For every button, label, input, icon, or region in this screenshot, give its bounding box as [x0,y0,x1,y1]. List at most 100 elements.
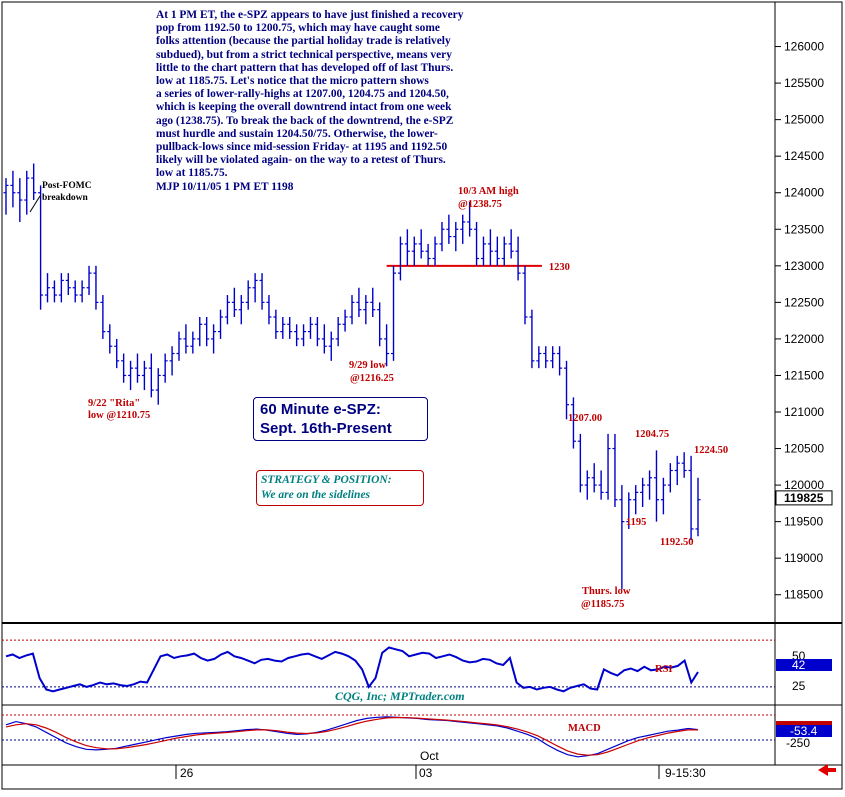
price-bar [681,452,687,478]
price-bar [204,316,210,347]
price-bar [259,273,265,310]
price-annotation: Thurs. low [582,586,631,597]
price-bar [619,485,625,590]
time-axis: 26 03 Oct 9-15:30 [175,749,836,780]
price-bar [273,309,279,339]
rsi-last-box [776,659,832,671]
price-axis-ticks: 126000 125500 125000 124500 124000 123500 1230… [775,40,833,602]
price-annotation: @1185.75 [581,599,624,610]
price-tick-label: 122000 [784,332,824,346]
commentary-line: pullback-lows since mid-session Friday- … [156,141,448,154]
price-bar [287,316,293,339]
price-bar [38,185,44,310]
price-tick-label: 120000 [784,478,824,492]
price-bar [58,273,64,303]
price-tick-label: 118500 [784,588,823,602]
price-annotation: @1238.75 [458,199,502,210]
price-bar [148,353,154,398]
price-bar [17,178,23,222]
commentary-line: folks attention (because the partial hol… [156,35,451,48]
price-bar [612,433,618,508]
scroll-arrow-icon[interactable] [818,764,836,776]
price-bar [640,477,646,508]
price-bar [72,280,78,303]
price-bar [335,316,341,347]
last-price-label: 119825 [784,491,824,505]
price-bar [321,324,327,354]
last-time-label: 9-15:30 [665,766,706,780]
price-bar [487,229,493,266]
commentary-line: MJP 10/11/05 1 PM ET 1198 [156,180,294,193]
price-bar [446,214,452,244]
rsi-line [5,646,699,693]
price-bar [370,287,376,317]
tick-03-label: 03 [419,766,433,780]
price-bar [307,316,313,339]
price-bar [377,302,383,347]
commentary-line: little to the chart pattern that has dev… [156,61,454,74]
price-bar [231,287,237,317]
price-annotation: 1195 [626,517,646,528]
price-bar [183,324,189,354]
price-bar [453,221,459,252]
price-bar [349,295,355,325]
price-bar [626,492,632,529]
price-annotation: 1224.50 [694,445,728,456]
price-bar [218,309,224,339]
price-bar [141,360,147,391]
rsi-last-label: 42 [792,658,806,672]
breakdown-arrow [29,195,41,213]
price-tick-label: 125500 [784,76,824,90]
price-bar [79,280,85,303]
macd-label: MACD [568,723,601,734]
watermark: CQG, Inc; MPTrader.com [335,689,465,703]
last-price-box [775,490,833,506]
commentary-line: must hurdle and sustain 1204.50/75. Othe… [156,127,438,140]
rsi-label: RSI [655,664,673,675]
price-bar [501,236,507,266]
macd-signal-line [5,716,698,756]
price-bar [536,346,542,369]
price-tick-label: 119000 [784,551,823,565]
price-annotation: low @1210.75 [88,410,150,421]
price-annotation: 1204.75 [635,429,669,440]
price-annotations: Post-FOMC breakdown 9/22 "Rita"low @1210.7… [29,181,728,610]
commentary-line: pop from 1192.50 to 1200.75, which may h… [156,22,440,35]
price-bar [425,243,431,266]
price-bar [508,229,514,259]
price-annotation: 1192.50 [660,537,694,548]
price-bar [3,178,9,215]
price-bar [155,368,161,405]
price-bar [550,346,556,369]
price-bar [252,273,258,303]
price-tick-label: 122500 [784,295,824,309]
price-tick-label: 126000 [784,40,824,54]
rsi-tick-label: 25 [792,679,806,693]
price-tick-label: 123500 [784,222,824,236]
price-annotation: @1216.25 [350,373,394,384]
price-bar [543,346,549,369]
price-bar [10,170,16,208]
price-bar [688,455,694,540]
price-bar [342,309,348,332]
price-bar [45,273,51,303]
macd-tick-label: -250 [786,736,810,750]
tick-26-label: 26 [180,766,194,780]
price-bar [31,163,37,201]
price-bar [460,214,466,244]
macd-marker [776,721,832,725]
price-bar [418,229,424,259]
price-bar [51,280,57,303]
price-bar [570,397,576,449]
price-tick-label: 120500 [784,442,824,456]
commentary-line: likely will be violated again- on the wa… [156,154,446,167]
price-annotation: 10/3 AM high [458,186,519,197]
macd-panel: MACD -53.4-250 [2,714,832,758]
price-bar [100,295,106,339]
strategy-box: STRATEGY & POSITION: We are on the sidel… [256,470,424,506]
price-bar [301,324,307,347]
price-bar [660,477,666,515]
price-bar [591,463,597,493]
